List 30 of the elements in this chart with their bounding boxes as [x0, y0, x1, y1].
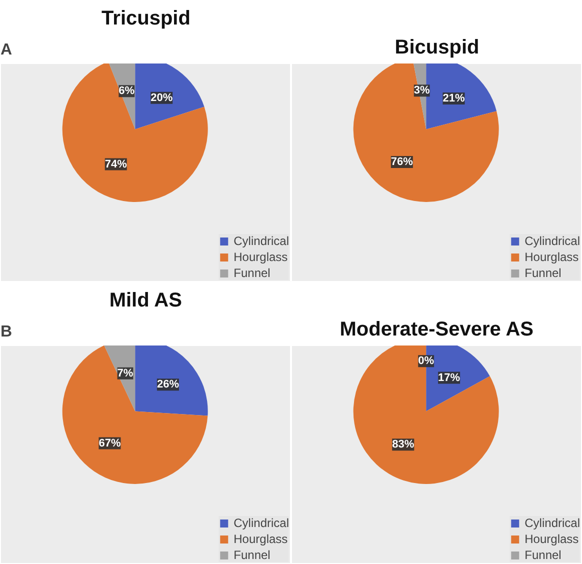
legend-label: Hourglass	[524, 250, 579, 264]
data-label: 3%	[414, 84, 430, 97]
data-label: 20%	[150, 92, 173, 104]
data-label: 6%	[118, 85, 135, 98]
data-label: 74%	[104, 158, 128, 170]
chart-title: Mild AS	[109, 290, 182, 312]
data-label: 17%	[438, 372, 460, 384]
legend-label: Cylindrical	[234, 234, 289, 248]
legend-label: Funnel	[524, 548, 562, 562]
legend-label: Hourglass	[524, 532, 579, 546]
data-label: 26%	[156, 378, 180, 391]
text: A	[0, 42, 12, 58]
data-label: 67%	[98, 437, 121, 450]
legend-label: Funnel	[524, 266, 562, 280]
data-label: 21%	[442, 92, 465, 105]
legend-label: Funnel	[234, 548, 270, 562]
data-label: 83%	[392, 438, 414, 451]
legend-label: Cylindrical	[234, 516, 289, 530]
text: B	[0, 324, 12, 340]
chart-title: Tricuspid	[102, 8, 190, 30]
legend-label: Cylindrical	[524, 234, 580, 248]
chart-title: Bicuspid	[394, 36, 480, 58]
legend-label: Funnel	[234, 266, 270, 280]
legend-label: Cylindrical	[524, 516, 580, 530]
legend-label: Hourglass	[234, 250, 288, 264]
text: 0%	[418, 355, 434, 368]
legend-label: Hourglass	[234, 532, 288, 546]
chart-title: Moderate-Severe AS	[340, 318, 534, 340]
data-label: 76%	[390, 156, 414, 168]
data-label: 7%	[117, 367, 134, 380]
